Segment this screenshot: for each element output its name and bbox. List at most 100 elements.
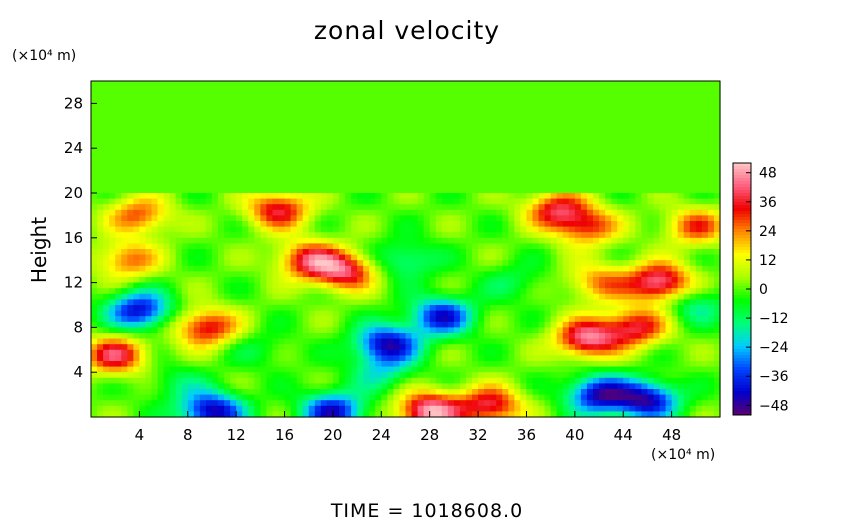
heatmap-cell bbox=[338, 165, 346, 172]
heatmap-cell bbox=[580, 131, 588, 138]
heatmap-cell bbox=[417, 97, 425, 104]
heatmap-cell bbox=[97, 97, 104, 104]
heatmap-cell bbox=[508, 305, 515, 312]
heatmap-cell bbox=[169, 327, 177, 334]
heatmap-cell bbox=[181, 232, 189, 239]
heatmap-cell bbox=[713, 97, 721, 104]
heatmap-cell bbox=[399, 243, 407, 250]
heatmap-cell bbox=[459, 148, 467, 155]
heatmap-cell bbox=[411, 148, 419, 155]
heatmap-cell bbox=[423, 277, 431, 284]
heatmap-cell bbox=[417, 198, 425, 205]
heatmap-cell bbox=[532, 338, 540, 345]
heatmap-cell bbox=[278, 193, 286, 200]
heatmap-cell bbox=[224, 299, 231, 306]
heatmap-cell bbox=[187, 249, 195, 256]
heatmap-cell bbox=[472, 288, 479, 295]
heatmap-cell bbox=[647, 176, 655, 183]
heatmap-cell bbox=[314, 344, 322, 351]
heatmap-cell bbox=[568, 142, 576, 149]
heatmap-cell bbox=[508, 181, 515, 188]
heatmap-cell bbox=[586, 338, 594, 345]
heatmap-cell bbox=[224, 131, 231, 138]
heatmap-cell bbox=[218, 92, 225, 99]
heatmap-cell bbox=[520, 148, 528, 155]
heatmap-cell bbox=[109, 209, 116, 216]
heatmap-cell bbox=[580, 215, 588, 222]
heatmap-cell bbox=[199, 310, 207, 317]
heatmap-cell bbox=[133, 288, 140, 295]
heatmap-cell bbox=[447, 92, 455, 99]
heatmap-cell bbox=[338, 114, 346, 121]
heatmap-cell bbox=[369, 221, 376, 228]
heatmap-cell bbox=[260, 209, 267, 216]
heatmap-cell bbox=[605, 137, 612, 144]
heatmap-cell bbox=[478, 271, 485, 278]
heatmap-cell bbox=[623, 288, 630, 295]
heatmap-cell bbox=[308, 338, 316, 345]
heatmap-cell bbox=[405, 193, 413, 200]
heatmap-cell bbox=[465, 198, 473, 205]
heatmap-cell bbox=[369, 277, 376, 284]
heatmap-cell bbox=[484, 86, 491, 93]
heatmap-cell bbox=[423, 142, 431, 149]
heatmap-cell bbox=[308, 305, 316, 312]
heatmap-cell bbox=[465, 204, 473, 211]
heatmap-cell bbox=[302, 125, 310, 132]
heatmap-cell bbox=[345, 243, 352, 250]
heatmap-cell bbox=[363, 170, 370, 177]
heatmap-cell bbox=[109, 321, 116, 328]
heatmap-cell bbox=[278, 137, 286, 144]
heatmap-cell bbox=[133, 327, 140, 334]
heatmap-cell bbox=[514, 159, 522, 166]
heatmap-cell bbox=[345, 187, 352, 194]
heatmap-cell bbox=[689, 92, 697, 99]
heatmap-cell bbox=[496, 277, 503, 284]
heatmap-cell bbox=[713, 299, 721, 306]
heatmap-cell bbox=[230, 327, 237, 334]
heatmap-cell bbox=[556, 165, 564, 172]
heatmap-cell bbox=[163, 86, 171, 93]
heatmap-cell bbox=[375, 120, 382, 127]
heatmap-cell bbox=[562, 288, 570, 295]
heatmap-cell bbox=[236, 86, 243, 93]
heatmap-cell bbox=[441, 265, 449, 272]
heatmap-cell bbox=[357, 333, 364, 340]
heatmap-cell bbox=[689, 215, 697, 222]
heatmap-cell bbox=[151, 153, 159, 160]
heatmap-cell bbox=[574, 193, 582, 200]
heatmap-cell bbox=[677, 176, 685, 183]
heatmap-cell bbox=[181, 249, 189, 256]
heatmap-cell bbox=[363, 310, 370, 317]
heatmap-cell bbox=[109, 187, 116, 194]
heatmap-cell bbox=[338, 137, 346, 144]
heatmap-cell bbox=[151, 226, 159, 233]
heatmap-cell bbox=[405, 86, 413, 93]
heatmap-cell bbox=[320, 299, 328, 306]
heatmap-cell bbox=[91, 137, 98, 144]
heatmap-cell bbox=[665, 265, 673, 272]
heatmap-cell bbox=[381, 209, 388, 216]
heatmap-cell bbox=[429, 103, 437, 110]
heatmap-cell bbox=[586, 153, 594, 160]
heatmap-cell bbox=[484, 305, 491, 312]
heatmap-cell bbox=[592, 215, 600, 222]
heatmap-cell bbox=[369, 305, 376, 312]
heatmap-cell bbox=[695, 226, 703, 233]
heatmap-cell bbox=[103, 165, 110, 172]
heatmap-cell bbox=[230, 204, 237, 211]
heatmap-cell bbox=[520, 327, 528, 334]
heatmap-cell bbox=[248, 282, 255, 289]
heatmap-cell bbox=[641, 338, 649, 345]
heatmap-cell bbox=[496, 215, 503, 222]
heatmap-cell bbox=[478, 288, 485, 295]
heatmap-cell bbox=[629, 254, 636, 261]
heatmap-cell bbox=[635, 125, 642, 132]
heatmap-cell bbox=[611, 137, 618, 144]
heatmap-cell bbox=[647, 137, 655, 144]
heatmap-cell bbox=[496, 221, 503, 228]
heatmap-cell bbox=[326, 114, 334, 121]
heatmap-cell bbox=[695, 204, 703, 211]
heatmap-cell bbox=[157, 204, 165, 211]
heatmap-cell bbox=[665, 310, 673, 317]
